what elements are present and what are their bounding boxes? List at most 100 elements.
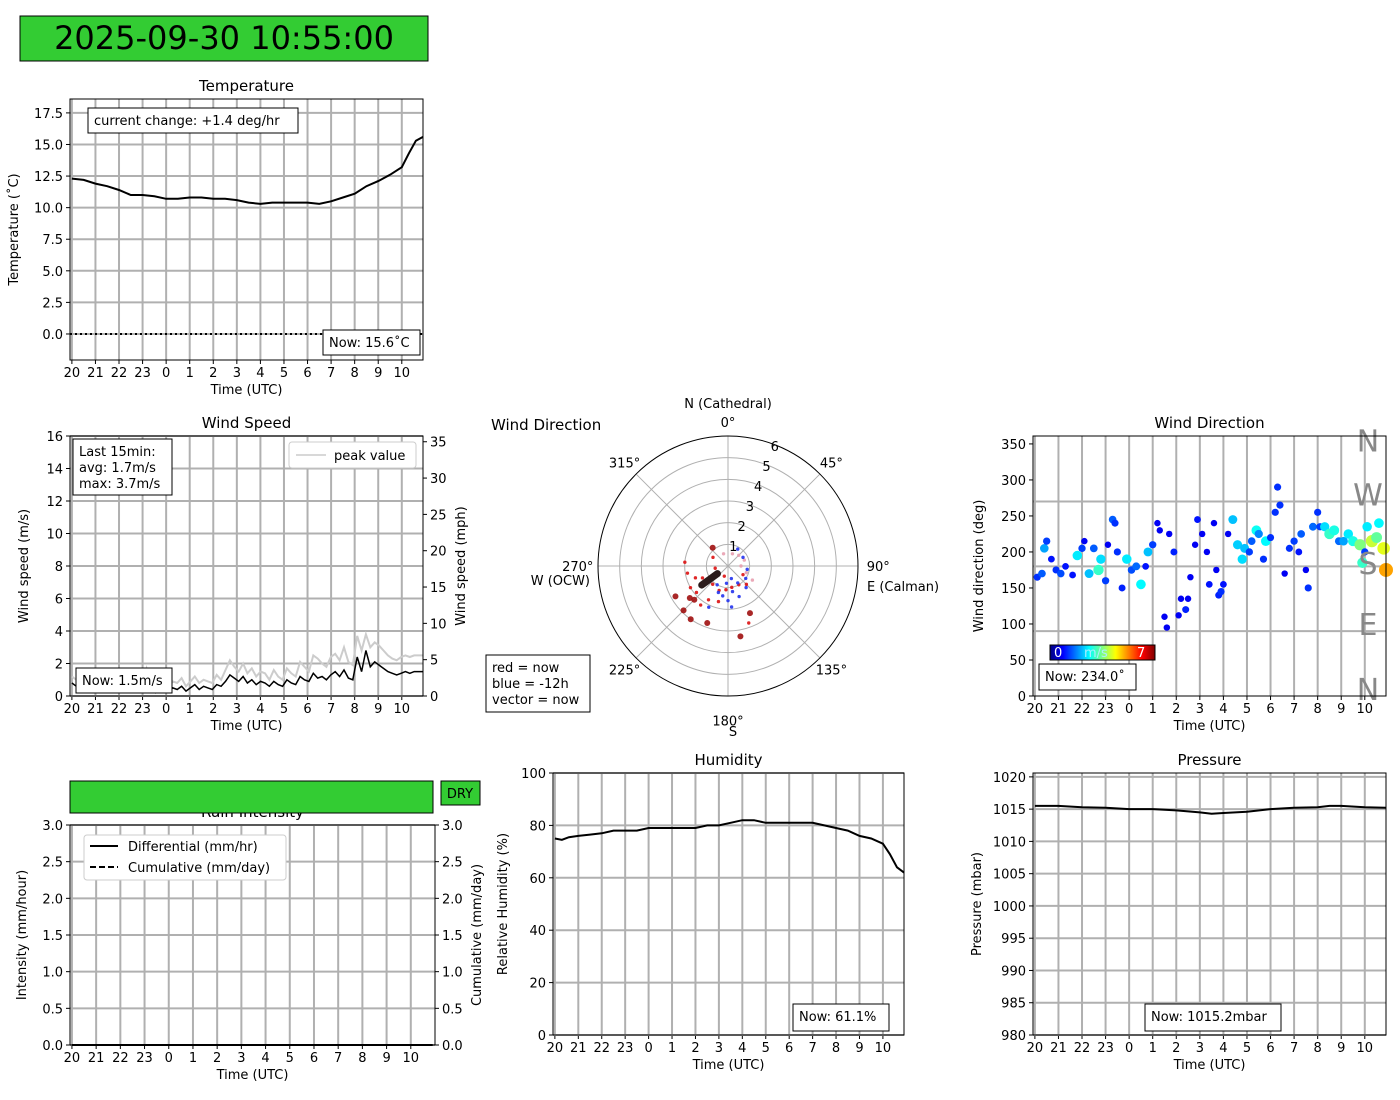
- polar-point: [724, 588, 728, 592]
- direction-point: [1374, 518, 1384, 528]
- x-tick-label: 0: [1125, 1041, 1133, 1056]
- polar-point: [737, 594, 741, 599]
- y-tick-label: 12.5: [34, 170, 63, 185]
- direction-point: [1104, 541, 1112, 548]
- x-tick-label: 1: [1149, 1041, 1157, 1056]
- radial-tick-label: 2: [737, 520, 745, 535]
- now-annotation: Now: 61.1%: [799, 1010, 876, 1025]
- direction-point: [1210, 519, 1218, 527]
- polar-point: [744, 576, 748, 581]
- polar-point: [711, 555, 715, 560]
- x-tick-label: 23: [617, 1041, 634, 1056]
- rain-status-bar: [69, 780, 434, 814]
- direction-point: [1132, 562, 1141, 571]
- x-tick-label: 3: [1196, 702, 1204, 717]
- direction-point: [1154, 519, 1161, 527]
- y-right-tick-label: 0.0: [442, 1039, 463, 1054]
- x-tick-label: 23: [136, 1051, 153, 1066]
- direction-point: [1084, 569, 1094, 579]
- x-tick-label: 7: [808, 1041, 816, 1056]
- direction-point: [1078, 544, 1086, 553]
- polar-point: [687, 616, 694, 623]
- legend-peak-label: peak value: [334, 449, 405, 464]
- direction-point: [1314, 508, 1322, 516]
- direction-point: [1057, 569, 1065, 578]
- polar-point: [716, 599, 721, 604]
- direction-point: [1156, 527, 1163, 534]
- x-tick-label: 10: [875, 1041, 892, 1056]
- direction-point: [1191, 541, 1199, 548]
- direction-point: [1072, 550, 1083, 561]
- now-annotation-box: [75, 667, 173, 694]
- direction-point: [1175, 612, 1182, 619]
- direction-point: [1245, 548, 1253, 556]
- y-right-tick-label: 0: [430, 690, 438, 705]
- polar-point: [698, 603, 703, 607]
- direction-point: [1069, 571, 1076, 579]
- y-tick-label: 1.0: [42, 966, 63, 981]
- direction-point: [1302, 566, 1310, 574]
- polar-legend: vector = now: [492, 693, 580, 708]
- legend-differential-label: Differential (mm/hr): [128, 840, 258, 855]
- polar-point: [750, 578, 755, 582]
- direction-point: [1285, 544, 1293, 552]
- x-tick-label: 1: [1149, 702, 1157, 717]
- y-tick-label: 0.0: [42, 1039, 63, 1054]
- rain-status-label: DRY: [447, 787, 473, 802]
- direction-point: [1290, 537, 1298, 545]
- chart-title: Temperature: [198, 77, 294, 95]
- x-tick-label: 2: [1172, 1041, 1180, 1056]
- x-axis-label: Time (UTC): [210, 719, 283, 734]
- polar-point: [683, 560, 687, 564]
- polar-point: [744, 570, 749, 575]
- direction-point: [1081, 537, 1088, 545]
- direction-point: [1203, 548, 1211, 556]
- direction-point: [1271, 508, 1279, 516]
- x-tick-label: 7: [334, 1051, 342, 1066]
- y-tick-label: 300: [1001, 474, 1026, 489]
- y-right-tick-label: 3.0: [442, 819, 463, 834]
- colorbar-min: 0: [1054, 646, 1062, 661]
- direction-point: [1093, 564, 1104, 576]
- direction-point: [1309, 522, 1317, 531]
- y-tick-label: 0.0: [42, 328, 63, 343]
- y-tick-label: 1000: [993, 900, 1026, 915]
- polar-point: [715, 583, 719, 587]
- direction-point: [1038, 569, 1046, 578]
- compass-letter: N: [1357, 673, 1379, 708]
- y-axis-label: Wind speed (m/s): [17, 509, 32, 623]
- x-tick-label: 8: [351, 702, 359, 717]
- x-tick-label: 9: [855, 1041, 863, 1056]
- direction-point: [1339, 536, 1348, 546]
- chart-title: Humidity: [694, 751, 762, 769]
- x-axis-label: Time (UTC): [1173, 1058, 1246, 1073]
- direction-point: [1320, 522, 1330, 532]
- x-tick-label: 23: [134, 702, 151, 717]
- x-tick-label: 22: [112, 1051, 129, 1066]
- timestamp-box: [19, 15, 429, 62]
- x-tick-label: 5: [1243, 1041, 1251, 1056]
- radial-tick-label: 4: [754, 480, 762, 495]
- direction-point: [1371, 532, 1383, 544]
- polar-point: [746, 610, 753, 617]
- direction-point: [1343, 529, 1354, 539]
- temperature-chart: 20 21 22 23 0 1 2 3 4 5 6 7 8 9 100.02.55.07.510.012.5…: [6, 77, 424, 398]
- x-axis-label: Time (UTC): [216, 1068, 289, 1083]
- x-tick-label: 0: [644, 1041, 652, 1056]
- direction-point: [1142, 562, 1150, 570]
- x-tick-label: 22: [593, 1041, 610, 1056]
- x-tick-label: 21: [87, 702, 104, 717]
- polar-point: [730, 585, 734, 590]
- humidity-chart: 20 21 22 23 0 1 2 3 4 5 6 7 8 9 10020406080100Humidity…: [496, 751, 905, 1073]
- polar-point: [713, 566, 717, 570]
- x-tick-label: 20: [64, 702, 81, 717]
- compass-letter: W: [1353, 478, 1383, 513]
- last-15min-annotation-box: [72, 438, 173, 496]
- polar-point: [680, 607, 687, 614]
- y-axis-label: Relative Humidity (%): [496, 833, 511, 975]
- y-tick-label: 17.5: [34, 107, 63, 122]
- direction-point: [1187, 573, 1194, 581]
- polar-legend-box: [485, 654, 591, 713]
- x-tick-label: 23: [1097, 1041, 1114, 1056]
